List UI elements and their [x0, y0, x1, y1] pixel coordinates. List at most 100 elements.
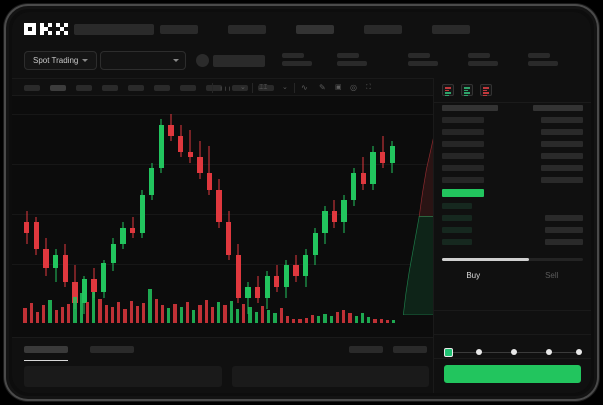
- orderbook-rows[interactable]: [434, 103, 591, 255]
- orderbook-row-bid[interactable]: [442, 239, 472, 245]
- interval-buttons[interactable]: [24, 85, 274, 91]
- spot-trading-dropdown[interactable]: Spot Trading: [24, 51, 98, 70]
- candle: [322, 114, 328, 314]
- volume-bar: [142, 303, 146, 323]
- volume-bar: [173, 303, 177, 323]
- orderbook-row-bid[interactable]: [442, 215, 472, 221]
- candle: [72, 114, 78, 314]
- volume-bar: [242, 303, 246, 323]
- candle: [168, 114, 174, 314]
- orderbook-row-ask[interactable]: [442, 177, 484, 183]
- interval-button-3[interactable]: [76, 85, 92, 91]
- bottom-tab-row[interactable]: [24, 346, 134, 361]
- nav-item-4[interactable]: [364, 25, 402, 34]
- bottom-panel-left[interactable]: [24, 366, 222, 387]
- interval-button-5[interactable]: [128, 85, 144, 91]
- chevron-down-icon[interactable]: ⌄: [240, 84, 246, 91]
- candle: [81, 114, 88, 314]
- candle: [226, 114, 232, 314]
- orderbook-layout-icons[interactable]: [442, 84, 492, 96]
- orderbook-row-ask[interactable]: [442, 105, 498, 111]
- volume-bar: [223, 305, 227, 323]
- volume-bar: [185, 301, 190, 323]
- slider-step-1[interactable]: [476, 349, 482, 355]
- slider-step-2[interactable]: [511, 349, 517, 355]
- slider-handle[interactable]: [444, 348, 453, 357]
- orderbook-divider: [434, 102, 591, 103]
- pair-select[interactable]: [100, 51, 186, 70]
- volume-bar: [35, 311, 40, 323]
- bottom-actions[interactable]: [349, 346, 427, 353]
- tab-order-history[interactable]: [90, 346, 134, 353]
- interval-button-7[interactable]: [180, 85, 196, 91]
- orderbook-bids-icon[interactable]: [461, 84, 473, 96]
- volume-bar: [67, 303, 71, 323]
- orderbook-row-bid[interactable]: [442, 203, 472, 209]
- tab-sell[interactable]: Sell: [545, 271, 559, 280]
- candle: [120, 114, 126, 314]
- candle: [331, 114, 338, 314]
- volume-bar: [23, 308, 27, 323]
- nav-item-1[interactable]: [160, 25, 198, 34]
- nav-item-2[interactable]: [228, 25, 266, 34]
- bottom-panel-right[interactable]: [231, 366, 429, 387]
- tab-buy[interactable]: Buy: [466, 271, 481, 280]
- interval-button-4[interactable]: [102, 85, 118, 91]
- interval-button-9[interactable]: [232, 85, 248, 91]
- interval-icon[interactable]: ╷╷╷: [219, 84, 232, 91]
- nav-item-3[interactable]: [296, 25, 334, 34]
- volume-bar: [348, 313, 352, 323]
- candle: [158, 114, 165, 314]
- chevron-down-icon[interactable]: ⌄: [282, 84, 288, 91]
- interval-button-10[interactable]: [258, 85, 274, 91]
- amount-percent-slider[interactable]: [444, 348, 583, 357]
- submit-order-button[interactable]: [444, 365, 581, 383]
- slider-step-3[interactable]: [546, 349, 552, 355]
- orderbook-row-bid[interactable]: [442, 227, 472, 233]
- volume-bar: [329, 316, 333, 323]
- top-navigation[interactable]: [160, 25, 470, 34]
- interval-button-2[interactable]: [50, 85, 66, 91]
- interval-button-8[interactable]: [206, 85, 222, 91]
- gridline: [12, 264, 439, 265]
- orderbook-row-size: [541, 129, 583, 135]
- candle: [360, 114, 366, 314]
- indicator-wave-icon[interactable]: ∿: [301, 83, 308, 92]
- interval-button-1[interactable]: [24, 85, 40, 91]
- camera-icon[interactable]: ▣: [335, 84, 342, 91]
- okx-logo[interactable]: [24, 23, 68, 35]
- slider-step-4[interactable]: [576, 349, 582, 355]
- bottom-action-2[interactable]: [393, 346, 427, 353]
- orderbook-row-size: [533, 105, 583, 111]
- orderbook-row-ask[interactable]: [442, 117, 484, 123]
- candle: [216, 114, 222, 314]
- orderbook-row-ask[interactable]: [442, 141, 484, 147]
- candle: [91, 114, 97, 314]
- nav-item-5[interactable]: [432, 25, 470, 34]
- price-chart[interactable]: [12, 96, 439, 337]
- orderbook-row-size: [541, 141, 583, 147]
- orderbook-row-ask[interactable]: [442, 153, 484, 159]
- volume-bar: [117, 302, 121, 323]
- settings-icon[interactable]: ◎: [350, 83, 357, 92]
- orderbook-asks-icon[interactable]: [480, 84, 492, 96]
- fullscreen-icon[interactable]: ⛶: [366, 84, 371, 91]
- interval-button-6[interactable]: [154, 85, 170, 91]
- orderbook-scrollbar[interactable]: [442, 258, 583, 261]
- volume-bar: [323, 314, 327, 323]
- orderbook-row-size: [541, 165, 583, 171]
- volume-bar: [235, 308, 240, 323]
- orderbook-spread-row[interactable]: [442, 189, 484, 197]
- chart-type-icon[interactable]: ⌶⌶: [259, 84, 268, 91]
- orderbook-both-icon[interactable]: [442, 84, 454, 96]
- orderbook-trade-panel: Buy Sell: [433, 78, 591, 393]
- volume-bar: [135, 306, 140, 323]
- header-brand-skeleton: [74, 24, 154, 35]
- pencil-icon[interactable]: ✎: [319, 83, 326, 92]
- ticker-stat-2: [337, 53, 367, 66]
- orderbook-row-ask[interactable]: [442, 129, 484, 135]
- bottom-action-1[interactable]: [349, 346, 383, 353]
- orderbook-row-ask[interactable]: [442, 165, 484, 171]
- buy-sell-tabs[interactable]: Buy Sell: [434, 266, 591, 286]
- tab-open-orders[interactable]: [24, 346, 68, 361]
